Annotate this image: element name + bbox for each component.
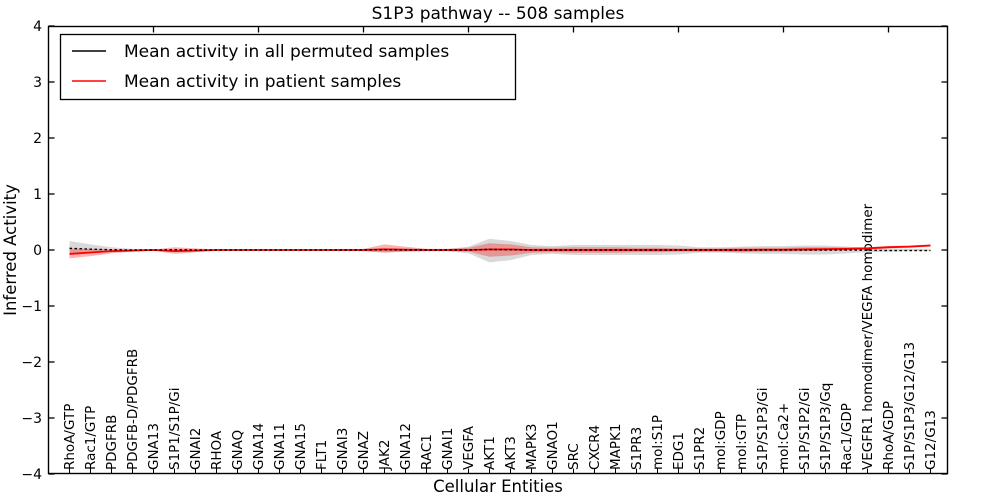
x-tick-label: GNAI2 [188, 428, 204, 470]
x-tick-label: GNAI3 [335, 428, 351, 470]
x-tick-label: RhoA/GDP [881, 401, 897, 470]
x-tick-label: JAK2 [377, 440, 393, 471]
x-tick-label: S1PR3 [629, 427, 645, 470]
x-tick-label: RAC1 [419, 434, 435, 470]
x-tick-label: GNAI1 [440, 428, 456, 470]
y-tick-label: −3 [21, 411, 42, 427]
x-tick-label: RhoA/GTP [62, 404, 78, 470]
x-tick-label: mol:GDP [713, 411, 729, 470]
x-tick-label: MAPK3 [524, 424, 540, 470]
x-tick-label: GNA14 [251, 423, 267, 470]
axes-frame-and-ticks [47, 25, 949, 475]
x-tick-label: PDGFB-D/PDGFRB [125, 349, 141, 470]
x-tick-label: FLT1 [314, 440, 330, 470]
x-tick-label: CXCR4 [587, 425, 603, 470]
permuted-samples-spread-band [69, 238, 931, 263]
y-tick-label: 1 [33, 187, 42, 203]
y-axis-label: Inferred Activity [1, 184, 20, 316]
x-tick-label: GNA11 [272, 423, 288, 470]
legend-label-patient-samples: Mean activity in patient samples [124, 72, 401, 92]
x-tick-label: PDGFRB [104, 415, 120, 470]
y-tick-label: 0 [33, 243, 42, 259]
x-tick-label: RHOA [209, 430, 225, 470]
patient-samples-spread-band [69, 243, 931, 259]
x-tick-label: VEGFA [461, 425, 477, 470]
x-tick-label: Rac1/GTP [83, 406, 99, 470]
x-tick-label: Rac1/GDP [839, 403, 855, 470]
x-tick-label: SRC [566, 443, 582, 470]
x-tick-label: GNAZ [356, 431, 372, 470]
x-tick-label: G12/G13 [923, 410, 939, 470]
x-tick-label: GNA12 [398, 423, 414, 470]
series-line-permuted [69, 247, 931, 252]
y-tick-label: 2 [33, 131, 42, 147]
legend-label-permuted-samples: Mean activity in all permuted samples [124, 42, 449, 62]
x-tick-label: S1P/S1P2/Gi [797, 388, 813, 471]
legend-box [59, 33, 517, 101]
x-tick-label: GNA15 [293, 423, 309, 470]
y-tick-labels: 4 3 2 1 0 −1 −2 −3 −4 [21, 19, 42, 483]
x-tick-label: GNA13 [146, 423, 162, 470]
x-tick-label: S1P/S1P3/G12/G13 [902, 342, 918, 470]
x-tick-label: EDG1 [671, 432, 687, 470]
x-tick-label: AKT3 [503, 436, 519, 470]
x-tick-label: mol:Ca2+ [776, 403, 792, 470]
x-tick-labels: RhoA/GTP Rac1/GTP PDGFRB PDGFB-D/PDGFRB GNA1… [62, 203, 939, 471]
x-tick-label: mol:S1P [650, 415, 666, 470]
x-tick-label: S1PR2 [692, 427, 708, 470]
chart-title: S1P3 pathway -- 508 samples [372, 4, 625, 24]
y-tick-label: −2 [21, 355, 42, 371]
x-tick-label: S1P1/S1P/Gi [167, 388, 183, 471]
x-tick-label: S1P/S1P3/Gq [818, 383, 834, 470]
x-tick-label: VEGFR1 homodimer/VEGFA homodimer [860, 203, 876, 470]
y-tick-label: −4 [21, 467, 42, 483]
x-tick-label: AKT1 [482, 436, 498, 470]
y-tick-label: 4 [33, 19, 42, 35]
x-tick-label: MAPK1 [608, 424, 624, 470]
y-tick-label: 3 [33, 75, 42, 91]
violin-bands [69, 238, 931, 263]
x-tick-label: GNAO1 [545, 421, 561, 470]
x-tick-label: GNAQ [230, 430, 246, 470]
y-tick-label: −1 [21, 299, 42, 315]
x-axis-label: Cellular Entities [433, 477, 563, 496]
x-tick-label: mol:GTP [734, 414, 750, 470]
series-lines [69, 244, 931, 255]
legend: Mean activity in all permuted samples Me… [59, 33, 517, 101]
x-tick-label: S1P/S1P3/Gi [755, 388, 771, 471]
